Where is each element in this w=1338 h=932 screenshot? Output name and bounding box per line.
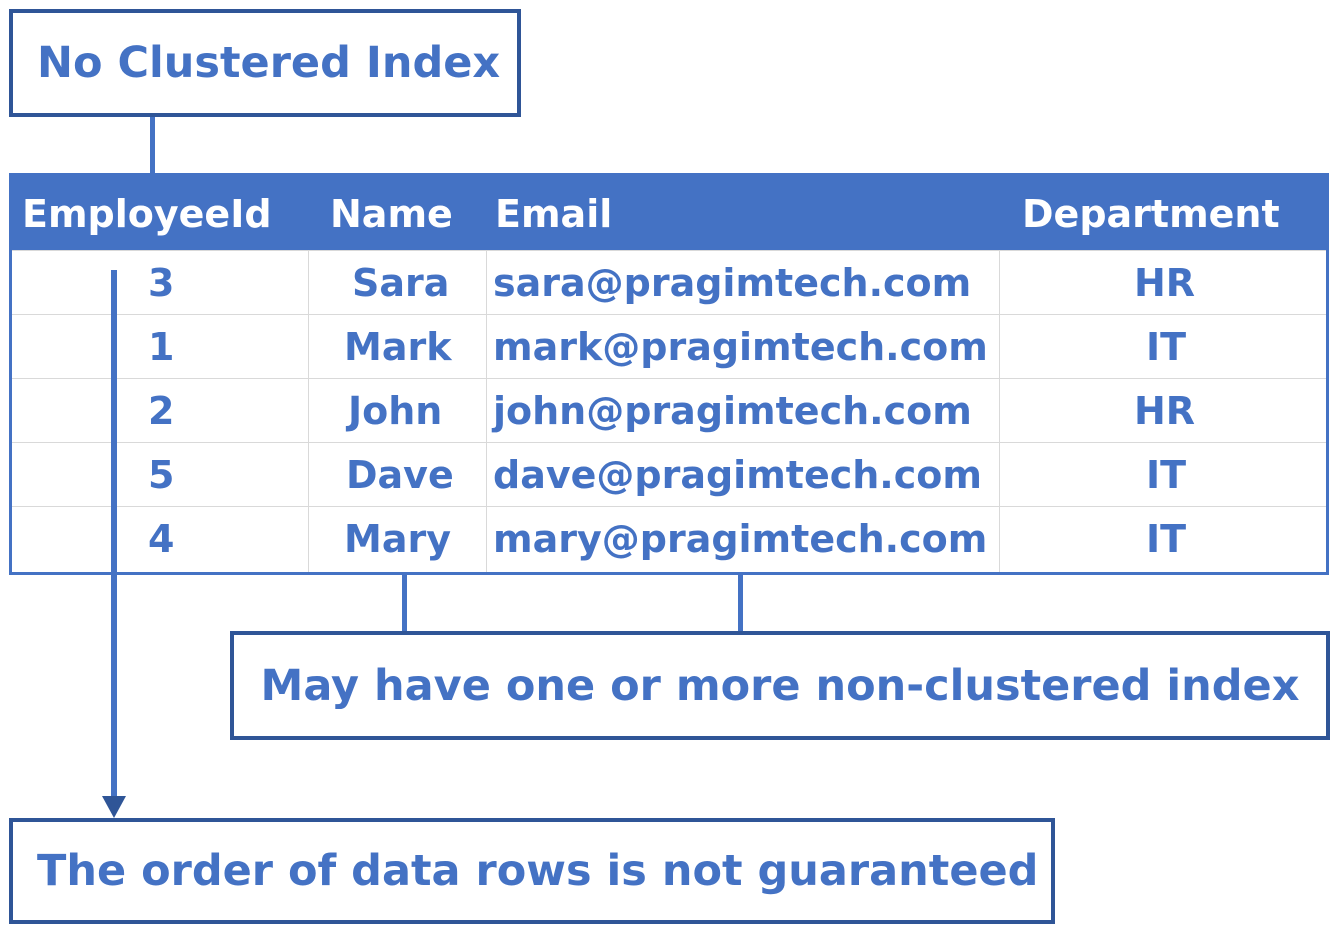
header-name: Name [330, 192, 453, 236]
non-clustered-index-text: May have one or more non-clustered index [260, 660, 1300, 711]
cell-department: IT [1146, 325, 1187, 369]
cell-email: sara@pragimtech.com [493, 261, 972, 305]
cell-department: HR [1134, 261, 1196, 305]
cell-department: HR [1134, 389, 1196, 433]
row-order-label: The order of data rows is not guaranteed [9, 818, 1055, 924]
connector-name [402, 575, 407, 631]
cell-employeeid: 4 [148, 517, 175, 561]
non-clustered-index-label: May have one or more non-clustered index [230, 631, 1330, 740]
table-row: 4 Mary mary@pragimtech.com IT [12, 506, 1326, 571]
table-row: 1 Mark mark@pragimtech.com IT [12, 314, 1326, 379]
header-email: Email [495, 192, 613, 236]
column-divider [486, 250, 487, 572]
table-row: 5 Dave dave@pragimtech.com IT [12, 442, 1326, 507]
cell-employeeid: 1 [148, 325, 175, 369]
header-department: Department [1022, 192, 1280, 236]
cell-email: dave@pragimtech.com [493, 453, 982, 497]
cell-employeeid: 5 [148, 453, 175, 497]
cell-email: mark@pragimtech.com [493, 325, 988, 369]
connector-top [150, 117, 155, 173]
no-clustered-index-text: No Clustered Index [37, 38, 501, 88]
cell-employeeid: 2 [148, 389, 175, 433]
table-row: 2 John john@pragimtech.com HR [12, 378, 1326, 443]
row-order-text: The order of data rows is not guaranteed [37, 846, 1039, 896]
cell-name: Dave [346, 453, 454, 497]
no-clustered-index-label: No Clustered Index [9, 9, 521, 117]
column-divider [999, 250, 1000, 572]
header-employeeid: EmployeeId [22, 192, 272, 236]
column-divider [308, 250, 309, 572]
cell-department: IT [1146, 517, 1187, 561]
cell-department: IT [1146, 453, 1187, 497]
connector-email [738, 575, 743, 631]
cell-name: Mary [344, 517, 451, 561]
cell-employeeid: 3 [148, 261, 175, 305]
cell-name: Sara [352, 261, 450, 305]
cell-name: John [348, 389, 443, 433]
cell-name: Mark [344, 325, 452, 369]
table-header: EmployeeId Name Email Department [12, 176, 1326, 250]
cell-email: john@pragimtech.com [493, 389, 972, 433]
table-row: 3 Sara sara@pragimtech.com HR [12, 250, 1326, 315]
employee-table: EmployeeId Name Email Department 3 Sara … [9, 173, 1329, 575]
cell-email: mary@pragimtech.com [493, 517, 988, 561]
